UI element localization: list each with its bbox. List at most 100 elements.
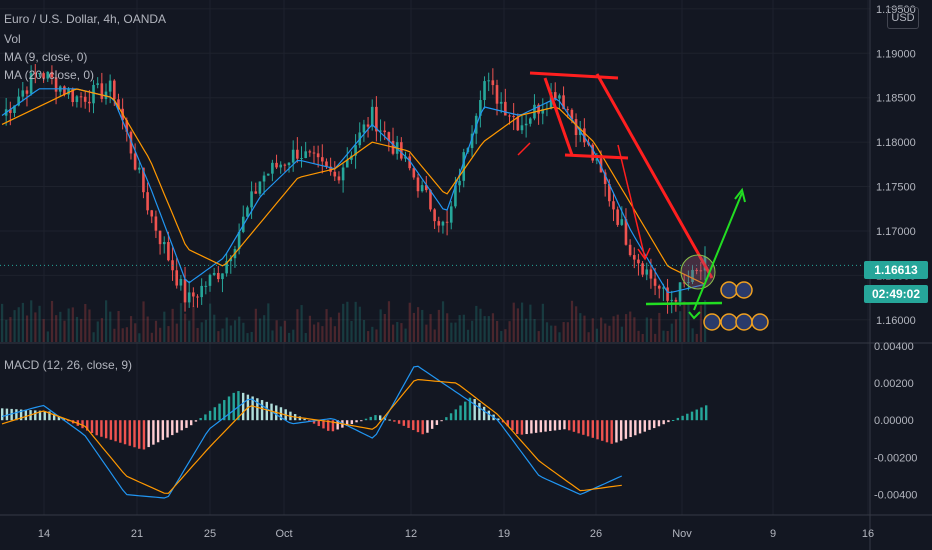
- candle-body: [167, 242, 170, 261]
- candle-body: [449, 206, 453, 223]
- candle-body: [250, 191, 253, 208]
- macd-histogram-bar: [161, 420, 165, 440]
- volume-bar: [92, 332, 95, 342]
- candle-body: [433, 209, 436, 222]
- candle-body: [383, 130, 386, 133]
- candle-body: [42, 73, 45, 79]
- candle-body: [691, 269, 694, 283]
- candle-body: [104, 91, 108, 99]
- macd-histogram-bar: [10, 408, 13, 421]
- volume-bar: [342, 303, 345, 342]
- volume-bar: [229, 325, 232, 342]
- volume-bar: [508, 321, 511, 342]
- macd-histogram-bar: [109, 420, 113, 440]
- volume-bar: [362, 319, 366, 342]
- volume-bar: [88, 309, 91, 342]
- volume-bar: [566, 322, 569, 342]
- macd-histogram-bar: [619, 420, 623, 441]
- macd-histogram-bar: [430, 420, 434, 429]
- candle-body: [316, 153, 320, 158]
- volume-bar: [350, 321, 353, 342]
- macd-tick-label: 0.00200: [874, 378, 914, 390]
- volume-bar: [620, 326, 624, 342]
- candle-body: [179, 278, 183, 286]
- volume-bar: [109, 311, 112, 342]
- macd-histogram-bar: [393, 420, 396, 422]
- candle-body: [88, 101, 91, 104]
- candle-body: [662, 287, 665, 289]
- macd-histogram-bar: [298, 416, 302, 421]
- macd-histogram-bar: [657, 420, 661, 427]
- macd-histogram-bar: [15, 409, 18, 421]
- volume-bar: [545, 322, 549, 342]
- macd-histogram-bar: [435, 420, 439, 425]
- time-tick-label: Oct: [275, 528, 292, 540]
- symbol-title: Euro / U.S. Dollar, 4h, OANDA: [4, 12, 167, 26]
- candle-body: [470, 133, 474, 149]
- candle-body: [674, 299, 678, 302]
- macd-histogram-bar: [487, 410, 491, 421]
- candle-body: [653, 278, 657, 286]
- candle-body: [21, 90, 25, 97]
- volume-bar: [5, 319, 8, 342]
- macd-histogram-bar: [525, 420, 528, 435]
- candle-body: [595, 158, 599, 161]
- volume-bar: [25, 315, 29, 342]
- candle-body: [637, 259, 640, 264]
- candle-body: [682, 282, 686, 284]
- volume-bar: [150, 332, 153, 342]
- volume-bar: [629, 311, 632, 342]
- candle-body: [229, 258, 233, 262]
- green-arrow-head: [734, 187, 746, 203]
- volume-bar: [616, 314, 619, 342]
- candle-body: [420, 185, 424, 192]
- candle-body: [553, 92, 557, 99]
- candle-body: [608, 183, 611, 202]
- macd-histogram-bar: [591, 420, 595, 438]
- volume-bar: [562, 322, 565, 342]
- candle-body: [63, 86, 66, 95]
- macd-histogram-bar: [369, 416, 372, 421]
- macd-histogram-bar: [218, 403, 221, 421]
- candle-body: [92, 84, 95, 104]
- volume-bar: [129, 316, 133, 342]
- macd-histogram-bar: [185, 420, 188, 428]
- macd-histogram-bar: [86, 420, 89, 431]
- candle-body: [354, 145, 357, 156]
- macd-histogram-bar: [412, 420, 415, 431]
- red-left-leg: [543, 77, 574, 156]
- volume-bar: [63, 320, 66, 342]
- macd-tick-label: 0.00000: [874, 415, 914, 427]
- economic-event-icon: [703, 313, 721, 331]
- volume-bar: [371, 326, 374, 342]
- macd-histogram-bar: [464, 401, 467, 421]
- volume-bar: [312, 324, 316, 342]
- legend-ma9: MA (9, close, 0): [4, 50, 88, 64]
- volume-bar: [408, 302, 411, 342]
- candle-body: [566, 109, 570, 111]
- candle-body: [71, 88, 75, 103]
- candle-body: [558, 95, 561, 99]
- candle-body: [196, 296, 199, 298]
- volume-bar: [654, 333, 657, 342]
- macd-histogram-bar: [303, 418, 306, 421]
- volume-bar: [375, 329, 378, 342]
- volume-bar: [683, 301, 686, 342]
- annotations: [517, 71, 746, 320]
- currency-button[interactable]: USD: [887, 7, 919, 29]
- candle-body: [570, 109, 574, 120]
- volume-bar: [487, 316, 490, 342]
- legend-vol: Vol: [4, 32, 21, 46]
- volume-bar: [533, 318, 536, 342]
- volume-bar: [104, 300, 108, 342]
- macd-histogram-bar: [138, 420, 141, 449]
- macd-histogram-bar: [156, 420, 160, 443]
- volume-bar: [624, 314, 628, 342]
- candle-body: [33, 73, 37, 75]
- volume-bar: [529, 304, 532, 342]
- volume-bar: [283, 320, 287, 342]
- green-small-arrow: [688, 311, 701, 320]
- volume-bar: [649, 318, 653, 342]
- volume-bar: [125, 327, 128, 342]
